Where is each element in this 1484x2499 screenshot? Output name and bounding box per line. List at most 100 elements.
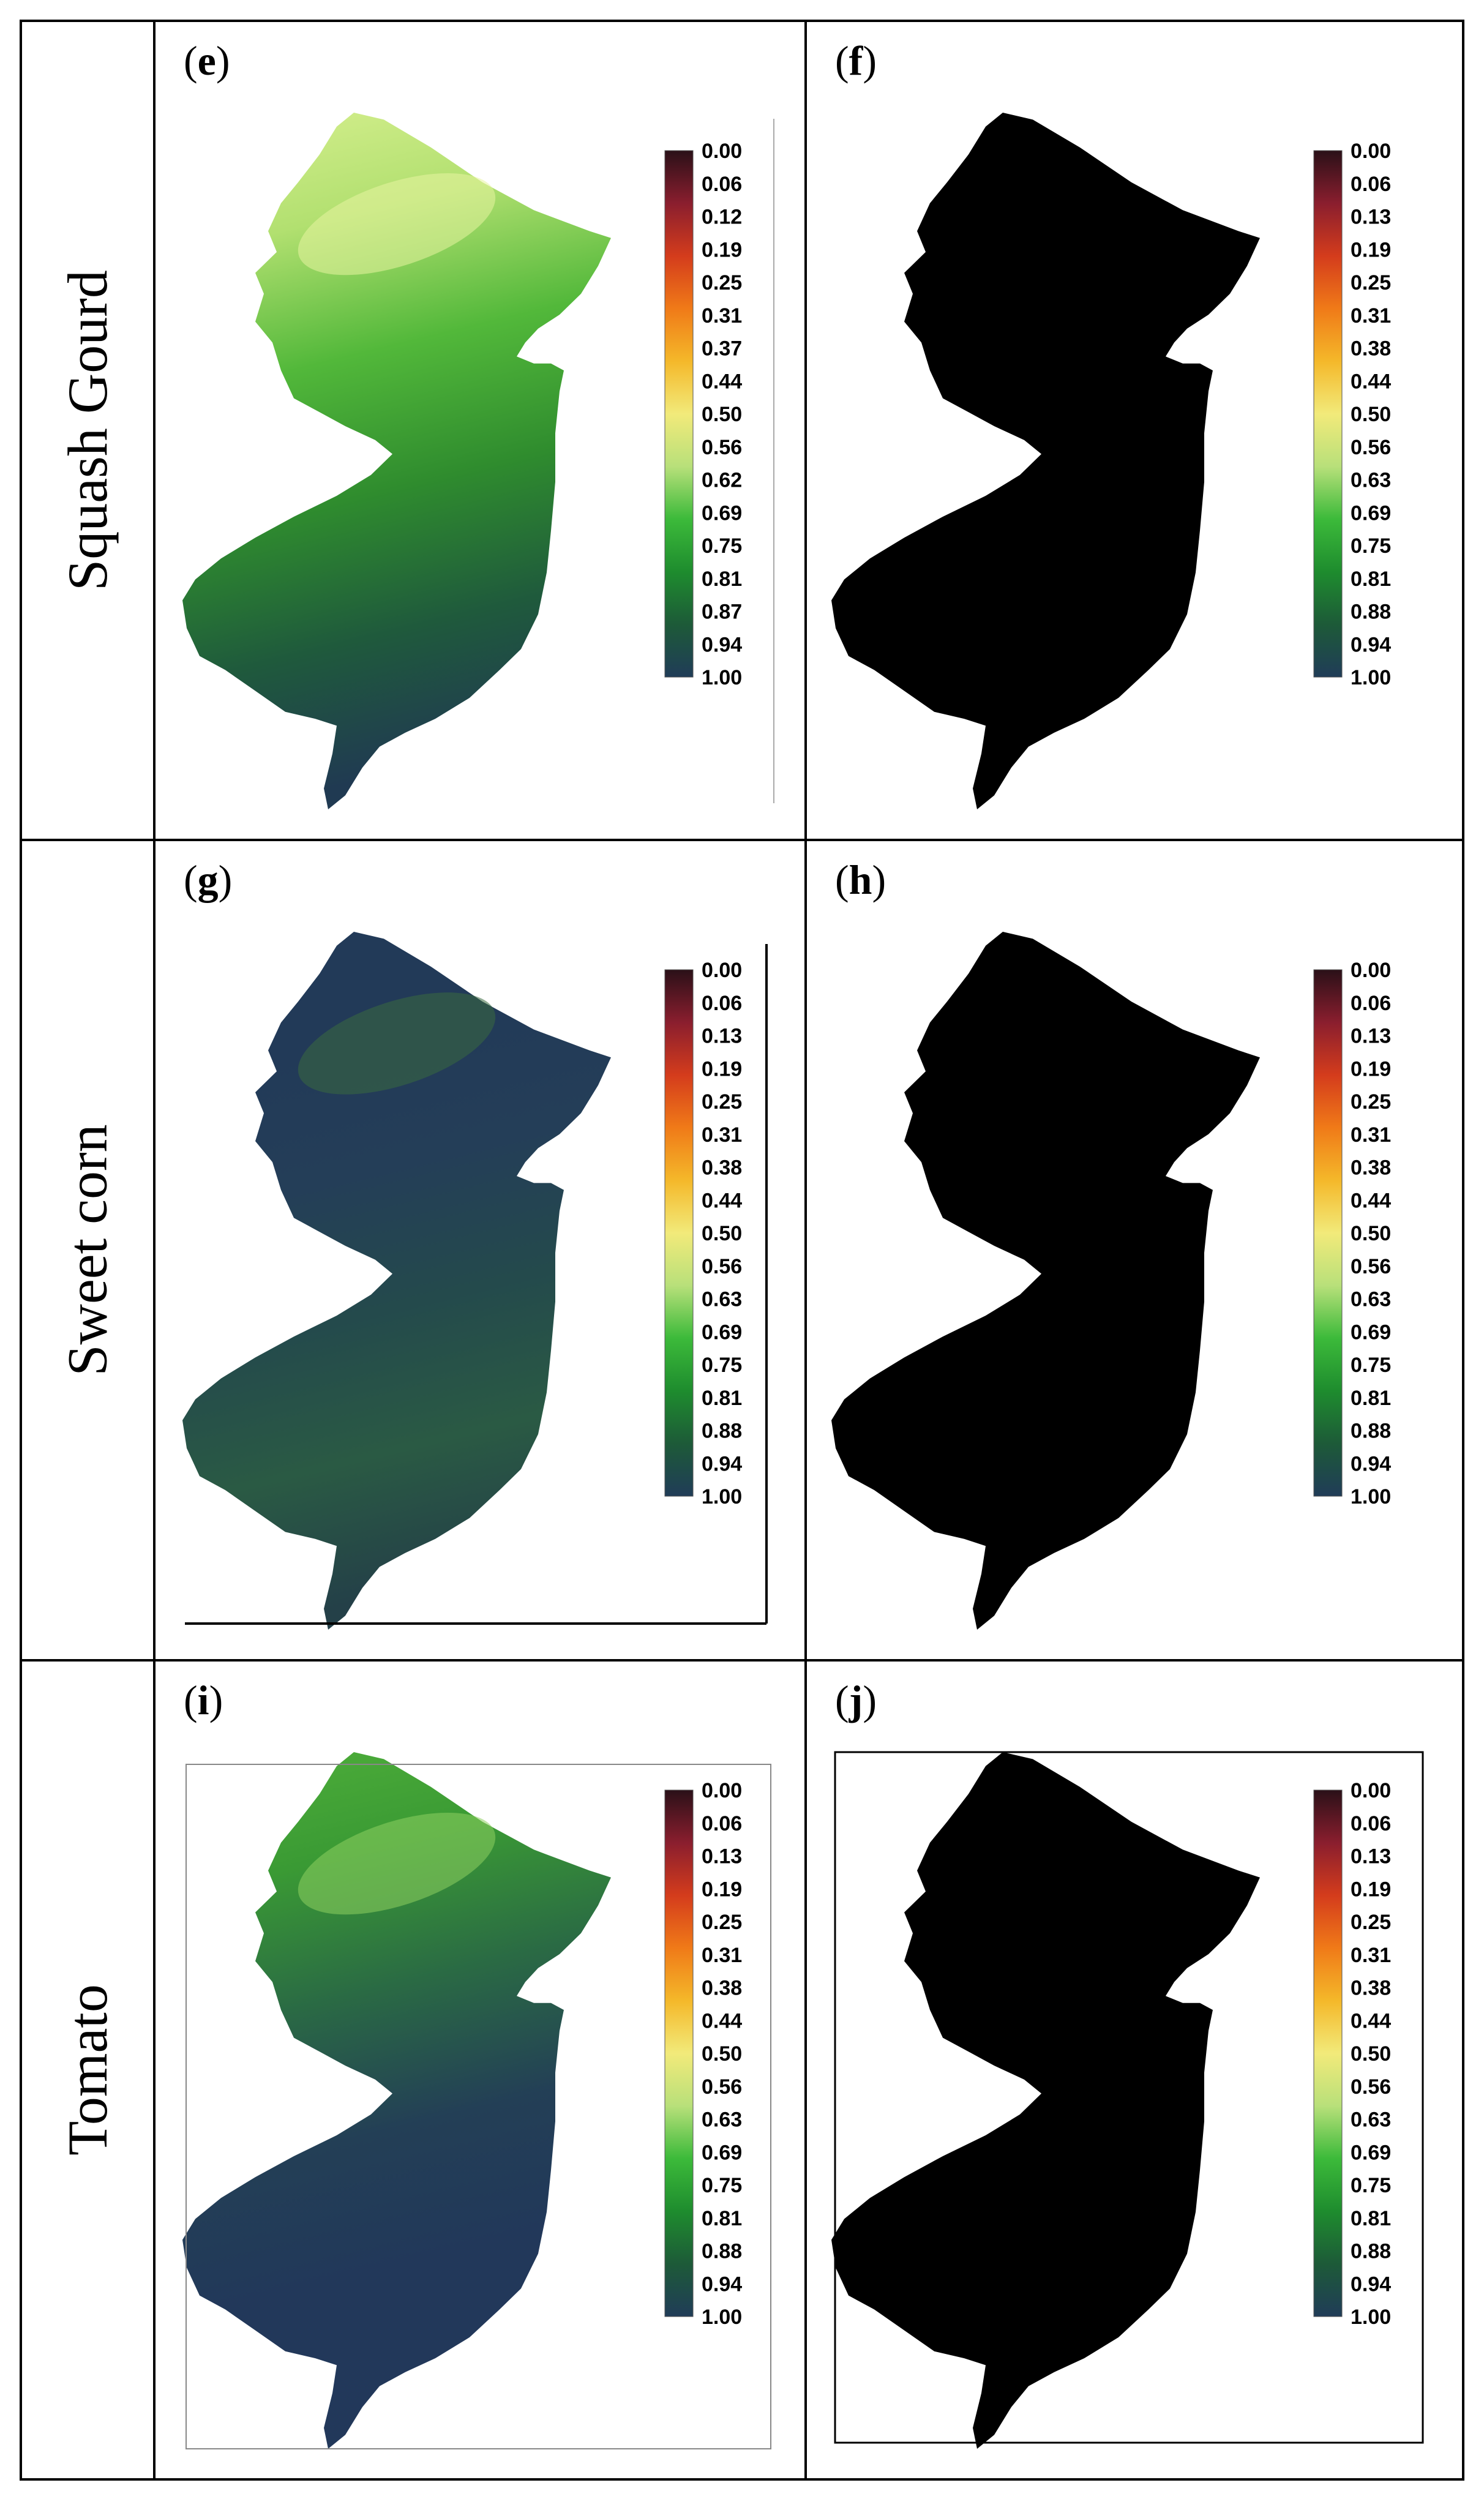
- legend-tick-label: 1.00: [1351, 666, 1391, 689]
- legend-tick-label: 0.44: [702, 370, 742, 393]
- panel-letter: (f): [835, 37, 877, 84]
- legend-tick-label: 0.19: [702, 1878, 742, 1901]
- legend-tick-label: 0.69: [702, 501, 742, 525]
- panel-h: 0.00 0.06 0.13 0.19 0.25 0.31 0.38 0.44 0.50 0.56…: [806, 840, 1463, 1660]
- legend-tick-label: 0.50: [702, 2042, 742, 2066]
- legend-tick-label: 0.75: [702, 1354, 742, 1377]
- legend-tick-label: 0.56: [1351, 2075, 1391, 2099]
- legend-tick-label: 0.37: [702, 337, 742, 361]
- legend-tick-label: 0.63: [1351, 1288, 1391, 1311]
- legend-tick-label: 0.00: [1351, 1779, 1391, 1802]
- legend-tick-label: 0.00: [702, 959, 742, 982]
- legend-tick-label: 0.00: [702, 1779, 742, 1802]
- legend-tick-label: 0.19: [702, 1057, 742, 1081]
- legend-tick-label: 0.69: [1351, 501, 1391, 525]
- legend-tick-label: 0.94: [702, 2272, 742, 2296]
- legend-tick-label: 0.25: [702, 1911, 742, 1934]
- legend-tick-label: 1.00: [702, 666, 742, 689]
- legend-tick-label: 0.69: [1351, 2141, 1391, 2164]
- legend-tick-label: 0.31: [702, 1944, 742, 1967]
- legend-colorbar: [1313, 1789, 1343, 2317]
- crop-name: Sweet corn: [56, 1124, 119, 1376]
- legend-tick-label: 0.94: [702, 633, 742, 656]
- legend-tick-label: 0.44: [1351, 2009, 1391, 2033]
- legend-tick-label: 0.50: [1351, 403, 1391, 426]
- legend-tick-label: 0.63: [702, 1288, 742, 1311]
- panel-f: 0.00 0.06 0.13 0.19 0.25 0.31 0.38 0.44 0.50 0.56…: [806, 21, 1463, 840]
- legend-tick-label: 0.44: [702, 1189, 742, 1212]
- legend-tick-label: 0.13: [1351, 1845, 1391, 1868]
- panel-letter: (g): [184, 856, 233, 903]
- legend-tick-label: 0.38: [1351, 1156, 1391, 1180]
- panel-i: 0.00 0.06 0.13 0.19 0.25 0.31 0.38 0.44 0.50 0.56…: [154, 1660, 806, 2479]
- legend-tick-label: 0.31: [702, 1123, 742, 1147]
- legend-tick-label: 0.19: [702, 238, 742, 261]
- panel-j: 0.00 0.06 0.13 0.19 0.25 0.31 0.38 0.44 0.50 0.56…: [806, 1660, 1463, 2479]
- map-highlight-region: [298, 992, 496, 1095]
- legend-tick-label: 0.75: [1351, 534, 1391, 558]
- legend-tick-label: 0.13: [702, 1025, 742, 1048]
- legend-tick-label: 0.94: [1351, 2272, 1391, 2296]
- legend-colorbar: [664, 969, 694, 1497]
- map-figure: 0.00 0.06 0.13 0.19 0.25 0.31 0.38 0.44 0.50 0.56…: [831, 932, 1391, 1630]
- legend-tick-label: 0.00: [1351, 959, 1391, 982]
- row-label-tomato: Tomato: [21, 1660, 154, 2479]
- legend-tick-label: 0.25: [1351, 1090, 1391, 1114]
- legend-tick-label: 0.88: [1351, 601, 1391, 624]
- crop-name: Squash Gourd: [56, 270, 119, 591]
- map-highlight-region: [298, 1812, 496, 1915]
- map-figure: 0.00 0.06 0.13 0.19 0.25 0.31 0.38 0.44 0.50 0.56…: [182, 1752, 771, 2449]
- row-label-squash-gourd: Squash Gourd: [21, 21, 154, 840]
- legend-tick-label: 0.81: [702, 568, 742, 591]
- legend-tick-label: 0.75: [702, 534, 742, 558]
- legend-tick-label: 0.56: [1351, 1255, 1391, 1278]
- legend-tick-label: 0.06: [702, 173, 742, 196]
- legend-tick-label: 0.81: [702, 1387, 742, 1410]
- legend-tick-label: 1.00: [702, 2306, 742, 2329]
- legend-tick-label: 0.06: [1351, 992, 1391, 1015]
- legend-tick-label: 0.56: [702, 1255, 742, 1278]
- legend-tick-label: 0.12: [702, 206, 742, 229]
- legend-tick-label: 0.50: [702, 1222, 742, 1245]
- legend-tick-label: 0.19: [1351, 1878, 1391, 1901]
- legend-tick-label: 0.31: [702, 304, 742, 328]
- legend-tick-label: 0.56: [702, 436, 742, 459]
- legend-tick-label: 0.69: [1351, 1321, 1391, 1344]
- legend-tick-label: 0.62: [702, 469, 742, 492]
- legend-tick-label: 0.88: [702, 2240, 742, 2263]
- legend-tick-label: 0.31: [1351, 1944, 1391, 1967]
- legend-colorbar: [1313, 969, 1343, 1497]
- legend-tick-label: 0.81: [1351, 568, 1391, 591]
- legend-tick-label: 0.81: [702, 2207, 742, 2230]
- legend-tick-label: 0.88: [1351, 1420, 1391, 1443]
- map-figure: 0.00 0.06 0.12 0.19 0.25 0.31 0.37 0.44 0.50 0.56…: [182, 113, 774, 809]
- legend-tick-label: 0.94: [1351, 1452, 1391, 1475]
- legend-tick-label: 0.25: [1351, 1911, 1391, 1934]
- legend-tick-label: 0.31: [1351, 1123, 1391, 1147]
- legend-tick-label: 0.13: [1351, 1025, 1391, 1048]
- new-jersey-map-shape: [182, 932, 611, 1630]
- legend-tick-label: 0.06: [702, 992, 742, 1015]
- legend-tick-label: 0.44: [702, 2009, 742, 2033]
- legend-tick-label: 0.50: [1351, 2042, 1391, 2066]
- new-jersey-map-shape: [831, 113, 1260, 809]
- map-figure: 0.00 0.06 0.13 0.19 0.25 0.31 0.38 0.44 0.50 0.56…: [831, 1751, 1424, 2449]
- legend-tick-label: 0.87: [702, 601, 742, 624]
- legend-tick-label: 0.25: [1351, 271, 1391, 294]
- legend-tick-label: 0.75: [1351, 2174, 1391, 2197]
- legend-tick-label: 0.88: [1351, 2240, 1391, 2263]
- legend-tick-label: 0.81: [1351, 2207, 1391, 2230]
- legend-tick-label: 0.63: [1351, 2108, 1391, 2132]
- new-jersey-map-shape: [831, 932, 1260, 1630]
- panel-letter: (j): [835, 1677, 877, 1723]
- legend-tick-label: 0.38: [702, 1977, 742, 2000]
- legend-tick-label: 0.38: [1351, 1977, 1391, 2000]
- legend-tick-label: 0.88: [702, 1420, 742, 1443]
- legend-tick-label: 0.94: [1351, 633, 1391, 656]
- panel-letter: (h): [835, 856, 886, 903]
- crop-name: Tomato: [56, 1984, 119, 2156]
- legend-tick-label: 0.56: [1351, 436, 1391, 459]
- legend-tick-label: 0.50: [1351, 1222, 1391, 1245]
- legend-tick-label: 0.69: [702, 1321, 742, 1344]
